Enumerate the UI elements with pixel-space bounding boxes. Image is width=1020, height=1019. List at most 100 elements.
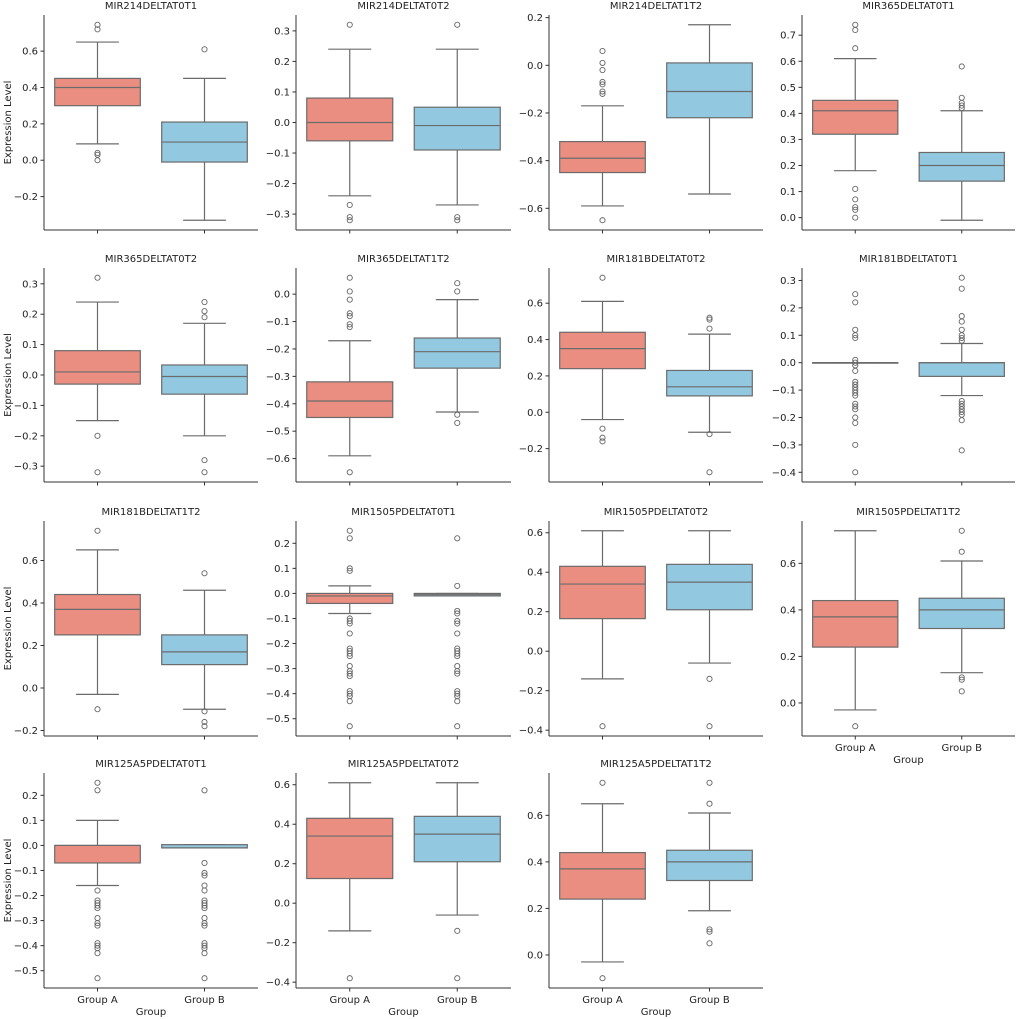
- y-tick-label: 0.0: [274, 899, 290, 910]
- outlier-point: [201, 787, 208, 794]
- outlier-point: [201, 942, 208, 949]
- x-tick-label: Group A: [582, 995, 623, 1006]
- box-group-b: [413, 815, 501, 863]
- panel-title: MIR125A5PDELTAT0T2: [348, 759, 459, 770]
- panel-title: MIR365DELTAT1T2: [357, 254, 449, 265]
- y-axis-label: Expression Level: [3, 81, 14, 165]
- outlier-point: [346, 214, 353, 221]
- y-tick-label: 0.1: [780, 187, 796, 198]
- y-tick-label: −0.4: [772, 468, 796, 479]
- outlier-point: [346, 567, 353, 574]
- y-tick-label: 0.6: [22, 47, 38, 58]
- outlier-point: [958, 285, 965, 292]
- y-tick-label: 0.0: [780, 358, 796, 369]
- panel-mir214deltat1t2: MIR214DELTAT1T2 −0.6 −0.4 −0.2 0.0 0.2: [519, 1, 763, 234]
- outlier-point: [454, 610, 461, 617]
- box-group-b: [666, 62, 753, 119]
- outlier-point: [94, 942, 101, 949]
- outlier-point: [94, 432, 101, 439]
- outlier-point: [201, 975, 208, 982]
- outlier-point: [346, 469, 353, 476]
- box-group-a: [559, 851, 646, 900]
- y-tick-label: 0.2: [780, 303, 796, 314]
- box-group-a: [306, 381, 394, 419]
- y-tick-label: 0.7: [780, 31, 796, 42]
- y-tick-label: 0.2: [527, 904, 543, 915]
- box-group-a: [54, 350, 141, 385]
- y-tick-label: 0.3: [274, 26, 290, 37]
- outlier-point: [852, 26, 859, 34]
- outlier-point: [599, 217, 606, 224]
- outlier-point: [958, 548, 965, 555]
- outlier-point: [454, 419, 461, 427]
- outlier-point: [346, 690, 353, 697]
- outlier-point: [454, 927, 461, 934]
- outlier-point: [706, 779, 713, 786]
- outlier-point: [599, 90, 606, 97]
- box-group-a: [812, 599, 899, 648]
- outlier-point: [454, 663, 461, 670]
- y-tick-label: −0.1: [14, 401, 38, 412]
- x-tick-label: Group B: [184, 995, 225, 1006]
- panel-mir181bdeltat0t1: MIR181BDELTAT0T1 −0.4 −0.3 −0.2 −0.1 0.0 0.1 0.…: [772, 254, 1015, 486]
- outlier-point: [346, 288, 353, 295]
- outlier-point: [201, 708, 208, 715]
- outlier-point: [346, 617, 353, 625]
- outlier-point: [94, 527, 101, 534]
- y-tick-label: −0.6: [519, 204, 543, 215]
- y-tick-label: 0.4: [22, 83, 38, 94]
- y-axis-label: Expression Level: [3, 839, 14, 923]
- outlier-point: [706, 723, 713, 730]
- outlier-point: [454, 975, 461, 982]
- y-tick-label: 0.4: [780, 109, 796, 120]
- outlier-point: [958, 447, 965, 454]
- y-tick-label: 0.2: [22, 119, 38, 130]
- outlier-point: [346, 698, 353, 705]
- y-tick-label: 0.1: [22, 340, 38, 351]
- outlier-point: [958, 408, 965, 416]
- box-group-a: [54, 593, 141, 636]
- y-tick-label: −0.2: [14, 726, 38, 737]
- y-tick-label: −0.3: [14, 916, 38, 927]
- outlier-point: [852, 414, 859, 421]
- panel-mir365deltat0t2: MIR365DELTAT0T2 −0.3 −0.2 −0.1 0.0 0.1 0.2 0.3 E…: [3, 254, 258, 486]
- outlier-point: [94, 887, 101, 894]
- y-tick-label: 0.6: [22, 556, 38, 567]
- y-tick-label: 0.0: [274, 290, 290, 301]
- outlier-point: [852, 406, 859, 413]
- outlier-point: [454, 288, 461, 295]
- outlier-point: [201, 723, 208, 730]
- panel-mir1505pdeltat0t1: MIR1505PDELTAT0T1 −0.5 −0.4 −0.3 −0.2 −0.1 0.0…: [266, 507, 511, 740]
- y-tick-label: 0.0: [527, 647, 543, 658]
- y-tick-label: 0.6: [274, 780, 290, 791]
- y-tick-label: −0.1: [266, 317, 290, 328]
- outlier-point: [454, 653, 461, 660]
- y-tick-label: 0.4: [527, 568, 543, 579]
- outlier-point: [852, 326, 859, 333]
- outlier-point: [706, 800, 713, 807]
- outlier-point: [852, 291, 859, 298]
- x-axis-label: Group: [388, 1007, 418, 1018]
- box-group-a: [559, 331, 646, 370]
- y-tick-label: −0.1: [772, 386, 796, 397]
- outlier-point: [958, 102, 965, 109]
- box-group-a: [559, 565, 646, 620]
- outlier-point: [454, 690, 461, 697]
- y-tick-label: 0.0: [780, 698, 796, 709]
- outlier-point: [201, 950, 208, 957]
- y-tick-label: −0.2: [14, 192, 38, 203]
- outlier-point: [852, 389, 859, 396]
- y-tick-label: −0.3: [266, 664, 290, 675]
- outlier-point: [201, 869, 208, 877]
- outlier-point: [346, 630, 353, 637]
- y-tick-label: 0.2: [22, 310, 38, 321]
- outlier-point: [706, 675, 713, 682]
- outlier-point: [454, 217, 461, 224]
- outlier-point: [599, 723, 606, 730]
- outlier-point: [94, 469, 101, 476]
- x-tick-label: Group B: [689, 995, 730, 1006]
- y-tick-label: 0.2: [780, 161, 796, 172]
- y-tick-label: 0.2: [274, 539, 290, 550]
- panel-mir181bdeltat1t2: MIR181BDELTAT1T2 −0.2 0.0 0.2 0.4 0.6 Expressi…: [3, 507, 258, 740]
